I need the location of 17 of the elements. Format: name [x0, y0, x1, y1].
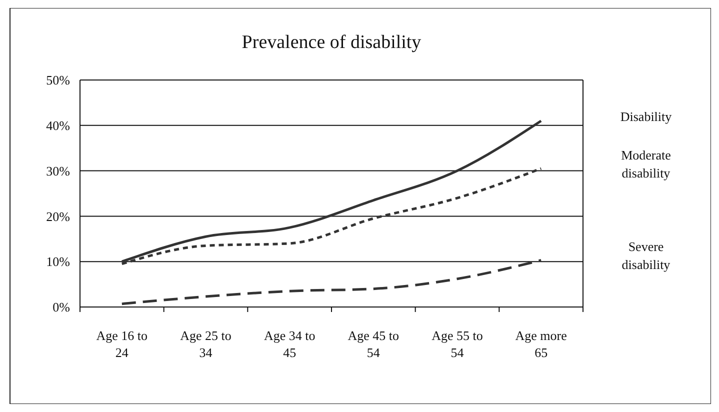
x-tick-label: Age 25 to 34 — [180, 328, 232, 360]
x-tick-label: Age 16 to 24 — [96, 328, 148, 360]
chart-title: Prevalence of disability — [242, 32, 422, 53]
x-tick-label: Age more 65 — [515, 328, 568, 360]
y-tick-label: 20% — [46, 208, 70, 224]
x-tick-label: Age 34 to 45 — [264, 328, 316, 360]
text: Moderate disability — [621, 148, 672, 181]
y-tick-label: 10% — [46, 254, 70, 270]
line-series — [120, 258, 542, 306]
x-tick-label: Age 55 to 54 — [432, 328, 483, 360]
y-tick-label: 40% — [46, 118, 70, 133]
y-tick-label: 0% — [52, 300, 70, 315]
y-tick-label: 30% — [46, 163, 70, 178]
text: Severe disability — [622, 239, 671, 272]
y-tick-label: 50% — [46, 72, 70, 88]
x-tick-label: Age 45 to 54 — [348, 328, 400, 360]
text: Disability — [620, 108, 672, 124]
